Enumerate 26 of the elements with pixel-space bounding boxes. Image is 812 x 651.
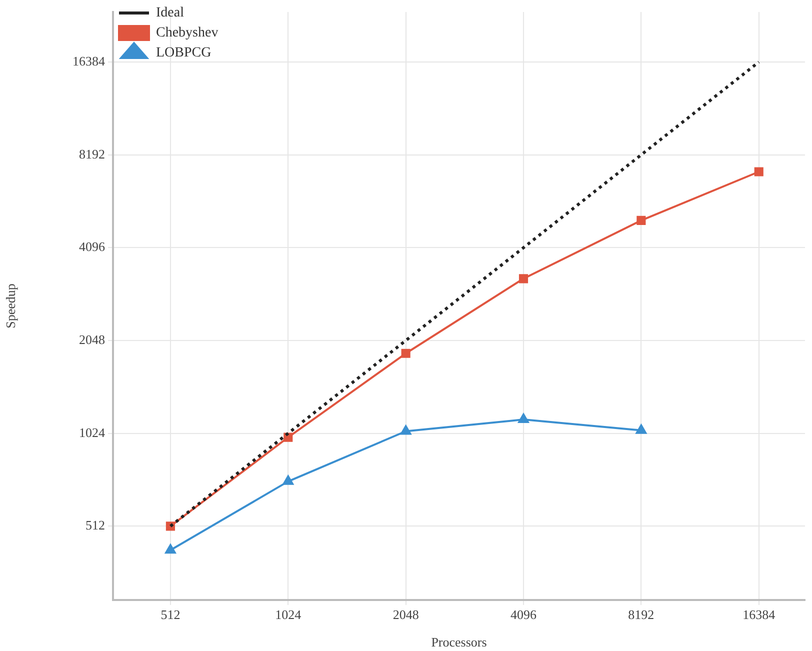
y-tick-label: 4096: [79, 239, 106, 254]
y-tick-label: 2048: [79, 332, 105, 347]
y-tick-label: 16384: [72, 53, 106, 68]
y-tick-label: 1024: [79, 424, 106, 440]
x-tick-label: 1024: [275, 607, 302, 622]
point: [401, 348, 410, 358]
y-axis-title: Speedup: [3, 284, 18, 328]
x-tick-label: 16384: [742, 607, 776, 622]
point: [636, 216, 646, 225]
point: [165, 544, 176, 554]
x-tick-label: 512: [160, 607, 180, 622]
y-tick-label: 8192: [79, 146, 105, 162]
x-tick-label: 2048: [392, 607, 419, 622]
y-tick-label: 512: [86, 518, 105, 533]
point: [754, 167, 764, 176]
point: [518, 414, 529, 424]
legend-label: Chebyshev: [156, 26, 218, 41]
point: [400, 425, 412, 435]
point: [636, 424, 647, 434]
legend-label: Ideal: [156, 6, 184, 21]
x-tick-label: 8192: [628, 607, 654, 622]
point: [282, 475, 294, 485]
legend-label: LOBPCG: [156, 46, 212, 61]
point: [518, 274, 528, 284]
x-axis-title: Processors: [431, 634, 487, 650]
x-tick-label: 4096: [510, 607, 537, 622]
